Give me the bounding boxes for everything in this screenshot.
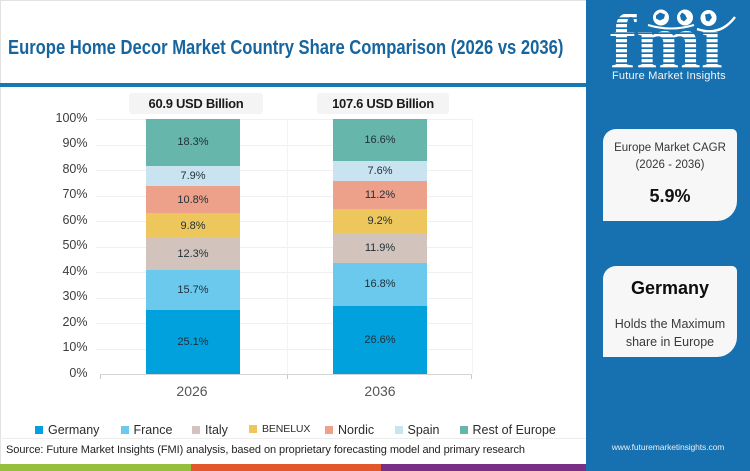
svg-text:fmı: fmı xyxy=(610,4,723,84)
svg-text:Future Market Insights: Future Market Insights xyxy=(612,70,726,82)
